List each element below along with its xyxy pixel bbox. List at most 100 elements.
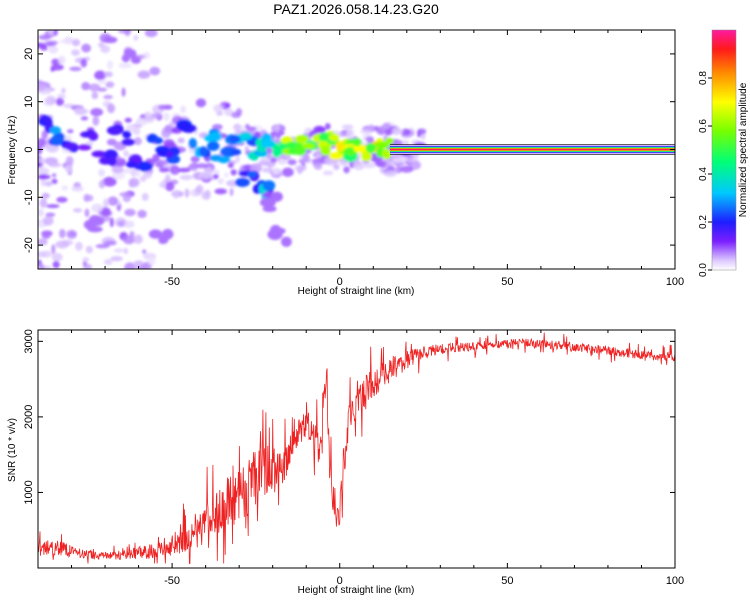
colorbar-tick-label: 0.2	[698, 215, 709, 229]
spectrogram-noise-blob	[281, 167, 294, 177]
spectrogram-noise-blob	[225, 102, 231, 108]
spectrogram-noise-blob	[95, 244, 110, 249]
spectrogram-noise-blob	[362, 162, 377, 169]
spectrogram-noise-blob	[245, 123, 250, 129]
spectrogram-noise-blob	[107, 196, 119, 206]
x-tick-label: 100	[666, 276, 684, 288]
spectrogram-noise-blob	[106, 103, 116, 114]
spectrogram-noise-blob	[61, 185, 69, 191]
spectrogram-noise-blob	[313, 163, 323, 170]
spectrogram-noise-blob	[262, 167, 268, 173]
spectrogram-cluster	[130, 56, 141, 64]
spectrogram-noise-blob	[163, 112, 170, 122]
spectrogram-noise-blob	[365, 136, 374, 143]
spectrogram-noise-blob	[48, 30, 54, 35]
y-tick-label: -20	[23, 237, 35, 253]
spectrogram-noise-blob	[137, 70, 151, 79]
spectrogram-noise-blob	[128, 178, 136, 188]
x-tick-label: 0	[337, 276, 343, 288]
spectrogram-noise-blob	[141, 192, 149, 201]
spectrogram-noise-blob	[38, 83, 46, 92]
spectrogram-noise-blob	[68, 231, 77, 237]
spectrogram-noise-blob	[102, 176, 117, 187]
spectrogram-noise-blob	[51, 178, 58, 185]
spectrogram-cluster	[121, 138, 135, 146]
spectrogram-noise-blob	[360, 129, 373, 134]
spectrogram-noise-blob	[383, 169, 397, 177]
spectrogram-noise-blob	[80, 58, 88, 68]
spectrogram-noise-blob	[38, 238, 48, 246]
spectrogram-noise-blob	[374, 160, 387, 166]
y-tick-label: 2000	[23, 405, 35, 429]
spectrogram-noise-blob	[41, 231, 51, 240]
spectrogram-cluster	[64, 141, 77, 151]
spectrogram-cluster	[165, 150, 175, 159]
x-tick-label: -50	[164, 575, 180, 587]
y-tick-label: 10	[23, 96, 35, 108]
spectrogram-cluster	[262, 205, 277, 213]
spectrogram-noise-blob	[45, 212, 56, 218]
x-tick-label: -50	[164, 276, 180, 288]
spectrogram-cluster	[208, 131, 222, 142]
spectrogram-noise-blob	[156, 159, 169, 166]
spectrogram-noise-blob	[73, 107, 87, 116]
spectrogram-noise-blob	[61, 88, 66, 94]
spectrogram-noise-blob	[133, 137, 142, 146]
spectrogram-cluster	[77, 144, 92, 151]
snr-y-axis: 1000 2000 3000	[23, 329, 675, 505]
spectrogram-y-label: Frequency (Hz)	[7, 116, 18, 185]
spectrogram-noise-blob	[161, 179, 167, 189]
spectrogram-noise-blob	[201, 191, 211, 200]
spectrogram-noise-blob	[124, 117, 132, 123]
spectrogram-cluster	[122, 130, 132, 139]
colorbar-tick-label: 0.6	[698, 119, 709, 133]
spectrogram-noise-blob	[101, 207, 111, 217]
snr-x-axis: -50 0 50 100	[37, 330, 684, 587]
spectrogram-noise-blob	[324, 122, 331, 130]
spectrogram-noise-blob	[395, 129, 404, 134]
ridge-core	[390, 148, 675, 151]
spectrogram-cluster	[328, 133, 340, 142]
spectrogram-noise-blob	[190, 155, 200, 163]
spectrogram-noise-blob	[139, 175, 147, 182]
spectrogram-noise-blob	[51, 252, 63, 262]
spectrogram-noise-blob	[136, 169, 141, 177]
spectrogram-cluster	[269, 224, 282, 236]
snr-x-label: Height of straight line (km)	[298, 585, 415, 596]
spectrogram-noise-blob	[400, 128, 411, 136]
y-tick-label: -10	[23, 189, 35, 205]
spectrogram-cluster	[365, 143, 377, 154]
spectrogram-cluster	[294, 135, 309, 144]
spectrogram-cluster	[384, 137, 394, 145]
spectrogram-noise-blob	[139, 264, 147, 269]
spectrogram-cluster	[230, 148, 242, 156]
spectrogram-noise-blob	[38, 138, 47, 148]
spectrogram-noise-blob	[118, 30, 132, 34]
spectrogram-noise-blob	[169, 165, 180, 175]
spectrogram-noise-blob	[230, 169, 237, 176]
snr-frame	[37, 329, 676, 569]
spectrogram-noise-blob	[144, 30, 158, 38]
spectrogram-noise-blob	[287, 159, 297, 166]
colorbar-axis: 0.0 0.2 0.4 0.6 0.8	[698, 29, 737, 277]
spectrogram-noise-blob	[92, 116, 100, 126]
spectrogram-cluster	[281, 236, 292, 248]
spectrogram-noise-blob	[98, 180, 106, 189]
spectrogram-noise-blob	[133, 35, 139, 41]
spectrogram-noise-blob	[100, 45, 111, 54]
spectrogram-noise-blob	[57, 55, 66, 65]
spectrogram-noise-blob	[406, 158, 417, 164]
spectrogram-noise-blob	[112, 170, 125, 180]
spectrogram-noise-blob	[236, 108, 243, 116]
spectrogram-noise-blob	[417, 128, 427, 135]
spectrogram-noise-blob	[103, 71, 114, 78]
spectrogram-noise-blob	[38, 167, 50, 176]
spectrogram-noise-blob	[113, 248, 125, 253]
spectrogram-noise-blob	[217, 178, 224, 185]
spectrogram-noise-blob	[173, 189, 179, 200]
spectrogram-panel: -50 0 50 100 -20 -10 0 10 20 Height of straight…	[7, 29, 684, 297]
spectrogram-noise-blob	[135, 117, 149, 126]
spectrogram-noise-blob	[48, 45, 59, 54]
spectrogram-cluster	[270, 191, 283, 202]
spectrogram-cluster	[154, 137, 163, 145]
